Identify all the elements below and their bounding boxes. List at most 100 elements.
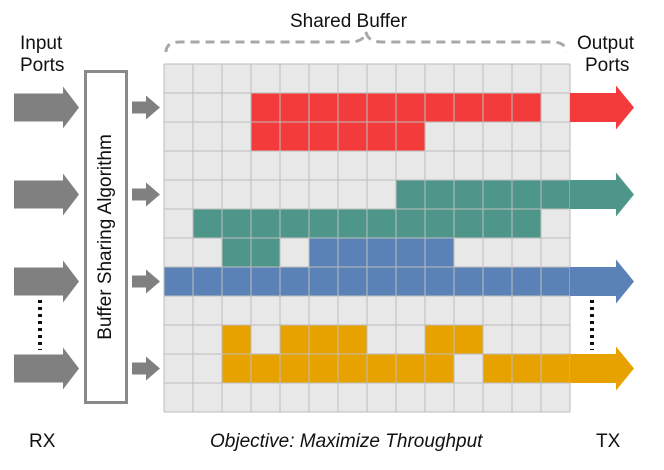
buffer-cell: [251, 383, 280, 412]
buffer-cell: [512, 296, 541, 325]
buffer-cell: [338, 151, 367, 180]
blue-flow-cell: [164, 267, 193, 296]
output-arrow: [570, 85, 634, 130]
red-flow-cell: [280, 122, 309, 151]
teal-flow-cell: [396, 209, 425, 238]
buffer-cell: [193, 151, 222, 180]
buffer-cell: [367, 64, 396, 93]
buffer-cell: [425, 296, 454, 325]
buffer-cell: [396, 64, 425, 93]
orange-flow-cell: [309, 354, 338, 383]
buffer-cell: [512, 151, 541, 180]
teal-flow-cell: [251, 209, 280, 238]
red-flow-cell: [425, 93, 454, 122]
orange-flow-cell: [280, 325, 309, 354]
buffer-cell: [193, 93, 222, 122]
orange-flow-cell: [512, 354, 541, 383]
orange-flow-cell: [425, 325, 454, 354]
buffer-cell: [396, 296, 425, 325]
buffer-cell: [164, 209, 193, 238]
blue-flow-cell: [483, 267, 512, 296]
shared-buffer-label: Shared Buffer: [290, 11, 407, 32]
buffer-cell: [454, 64, 483, 93]
teal-flow-cell: [483, 209, 512, 238]
rx-label: RX: [29, 431, 56, 452]
buffer-cell: [164, 64, 193, 93]
buffer-cell: [164, 354, 193, 383]
teal-flow-cell: [222, 238, 251, 267]
buffer-cell: [280, 180, 309, 209]
output-ports-label-line2: Ports: [585, 55, 630, 76]
buffer-cell: [309, 180, 338, 209]
buffer-cell: [454, 151, 483, 180]
orange-flow: [222, 325, 570, 383]
buffer-cell: [483, 122, 512, 151]
teal-flow-cell: [512, 180, 541, 209]
buffer-cell: [251, 64, 280, 93]
buffer-cell: [483, 325, 512, 354]
buffer-cell: [512, 122, 541, 151]
buffer-cell: [164, 325, 193, 354]
teal-flow-cell: [251, 238, 280, 267]
red-flow-cell: [251, 93, 280, 122]
blue-flow-cell: [193, 267, 222, 296]
buffer-cell: [164, 383, 193, 412]
teal-flow-cell: [512, 209, 541, 238]
buffer-cell: [425, 122, 454, 151]
buffer-cell: [338, 296, 367, 325]
blue-flow-cell: [338, 238, 367, 267]
buffer-cell: [367, 151, 396, 180]
orange-flow-cell: [541, 354, 570, 383]
buffer-cell: [222, 151, 251, 180]
algorithm-output-arrow: [132, 269, 160, 294]
buffer-cell: [280, 64, 309, 93]
buffer-cell: [483, 64, 512, 93]
buffer-cell: [338, 383, 367, 412]
buffer-cell: [222, 383, 251, 412]
buffer-cell: [164, 296, 193, 325]
orange-flow-cell: [338, 325, 367, 354]
teal-flow-cell: [425, 180, 454, 209]
buffer-cell: [164, 151, 193, 180]
buffer-cell: [541, 238, 570, 267]
buffer-cell: [222, 180, 251, 209]
buffer-cell: [454, 383, 483, 412]
buffer-cell: [251, 296, 280, 325]
buffer-cell: [193, 325, 222, 354]
buffer-cell: [164, 122, 193, 151]
teal-flow-cell: [541, 180, 570, 209]
teal-flow-cell: [454, 180, 483, 209]
blue-flow-cell: [367, 267, 396, 296]
buffer-cell: [396, 325, 425, 354]
orange-flow-cell: [222, 325, 251, 354]
teal-flow-cell: [483, 180, 512, 209]
buffer-grid-lines: [163, 63, 571, 413]
buffer-cell: [541, 209, 570, 238]
buffer-cell: [251, 325, 280, 354]
red-flow-cell: [396, 122, 425, 151]
buffer-cell: [193, 64, 222, 93]
buffer-cell: [541, 296, 570, 325]
blue-flow-cell: [396, 267, 425, 296]
blue-flow-cell: [454, 267, 483, 296]
buffer-cell: [541, 325, 570, 354]
input-arrow: [14, 260, 79, 303]
output-ports-label-line1: Output: [577, 33, 635, 54]
teal-flow-cell: [193, 209, 222, 238]
orange-flow-cell: [280, 354, 309, 383]
blue-flow: [164, 238, 570, 296]
red-flow-cell: [309, 122, 338, 151]
buffer-cell: [193, 296, 222, 325]
teal-flow-cell: [367, 209, 396, 238]
blue-flow-cell: [541, 267, 570, 296]
red-flow: [251, 93, 541, 151]
orange-flow-cell: [338, 354, 367, 383]
buffer-cell: [222, 296, 251, 325]
input-arrow: [14, 173, 79, 216]
buffer-cell: [280, 383, 309, 412]
orange-flow-cell: [425, 354, 454, 383]
buffer-cell: [396, 151, 425, 180]
red-flow-cell: [280, 93, 309, 122]
buffer-cell: [541, 64, 570, 93]
